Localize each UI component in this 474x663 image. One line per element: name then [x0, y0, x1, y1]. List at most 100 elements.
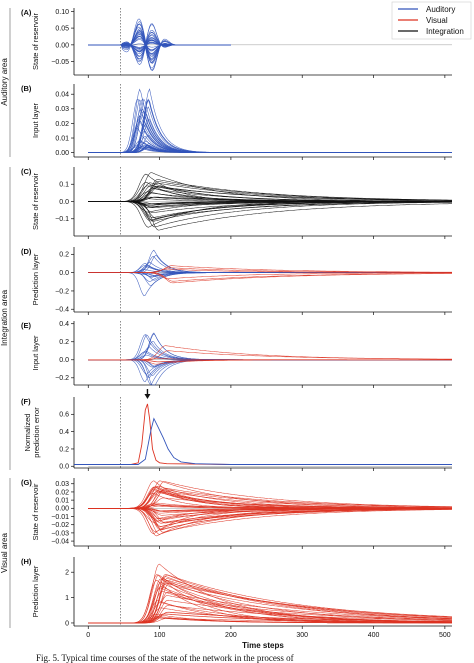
- y-tick-label: −0.4: [55, 307, 69, 314]
- series-line-integration: [88, 201, 452, 219]
- panel-f: 0.0 0.2 0.4 0.6 (F)Normalizedprediction erro…: [21, 389, 452, 471]
- y-axis-label: Input layer: [31, 335, 40, 371]
- panel-label: (B): [21, 84, 32, 93]
- y-tick-label: −0.03: [51, 530, 69, 537]
- panel-g: −0.04 −0.02 0.00 0.02 −0.03 −0.01 0.01 0.03 (G)S…: [21, 478, 453, 549]
- series-line-integration: [88, 201, 452, 205]
- panel-h: 0 1 2 0 100 200 300 400 500 Time steps (H)Predicti…: [21, 557, 453, 650]
- series-line-integration: [88, 182, 452, 202]
- panel-label: (D): [21, 247, 32, 256]
- panel-label: (A): [21, 8, 32, 17]
- series-line-integration: [88, 186, 452, 202]
- series-line-auditory: [88, 36, 231, 64]
- y-tick-label: −0.02: [51, 522, 69, 529]
- series-line-visual: [88, 587, 452, 624]
- y-tick-label: 0.01: [55, 135, 69, 142]
- x-axis-label: Time steps: [242, 641, 284, 650]
- y-tick-label: 0.03: [55, 106, 69, 113]
- y-tick-label: −0.2: [55, 288, 69, 295]
- series-line-visual: [88, 272, 452, 284]
- y-axis-label: State of reservoir: [31, 483, 40, 541]
- series-line-visual: [88, 486, 452, 509]
- y-tick-label: 0.0: [59, 357, 69, 364]
- y-tick-label: 0.10: [55, 9, 69, 16]
- y-tick-label: 0.00: [55, 150, 69, 157]
- y-tick-label: −0.01: [51, 514, 69, 521]
- series-line-visual: [88, 481, 453, 509]
- series-line-visual: [88, 508, 452, 528]
- y-tick-label: 0.05: [55, 26, 69, 33]
- panel-label: (G): [21, 478, 32, 487]
- auditory-area-label: Auditory area: [0, 58, 9, 106]
- y-tick-label: 1: [65, 595, 69, 602]
- y-tick-label: −0.04: [51, 538, 69, 545]
- series-line-integration: [88, 179, 452, 202]
- series-line-visual: [88, 574, 452, 624]
- panel-b: 0.00 0.01 0.02 0.03 0.04 (B) Input layer: [21, 84, 452, 160]
- y-tick-label: 2: [65, 570, 69, 577]
- y-axis-label: State of reservoir: [31, 172, 40, 230]
- y-tick-label: −0.1: [55, 216, 69, 223]
- series-line-visual: [88, 575, 453, 624]
- series-line-visual: [88, 613, 452, 624]
- y-tick-label: 0.02: [55, 489, 69, 496]
- series-line-visual: [88, 359, 452, 363]
- series-line-integration: [88, 201, 452, 219]
- panel-label: (F): [21, 397, 31, 406]
- series-line-visual: [88, 508, 452, 527]
- series-line-auditory: [88, 33, 231, 71]
- legend-label-auditory: Auditory: [426, 5, 455, 14]
- y-tick-label: 0.1: [59, 182, 69, 189]
- series-line-auditory: [88, 31, 231, 71]
- y-tick-label: 0.01: [55, 498, 69, 505]
- y-tick-label: 0.00: [55, 42, 69, 49]
- y-tick-label: −0.05: [51, 59, 69, 66]
- y-tick-label: 0.03: [55, 481, 69, 488]
- panel-e: −0.2 0.0 0.2 0.4 (E) Input layer: [21, 321, 452, 388]
- series-line-visual: [88, 345, 452, 361]
- y-tick-label: 0: [65, 620, 69, 627]
- y-tick-label: 0.2: [59, 252, 69, 259]
- y-tick-label: 0.0: [59, 270, 69, 277]
- x-tick-label: 400: [368, 632, 380, 639]
- x-tick-label: 300: [296, 632, 308, 639]
- panel-c: −0.1 0.0 0.1 (C)State of reservoir: [21, 167, 452, 239]
- arrow-head: [144, 394, 151, 399]
- panel-label: (C): [21, 167, 32, 176]
- x-tick-label: 500: [439, 632, 451, 639]
- series-line-auditory: [74, 417, 452, 465]
- series-line-visual: [88, 508, 452, 522]
- series-line-visual: [74, 403, 452, 465]
- series-line-auditory: [88, 332, 452, 361]
- y-axis-label: Prediction layer: [31, 565, 40, 617]
- panel-label: (H): [21, 557, 32, 566]
- y-tick-label: 0.02: [55, 121, 69, 128]
- y-tick-label: 0.4: [59, 429, 69, 436]
- y-tick-label: 0.00: [55, 506, 69, 513]
- y-axis-label: Normalizedprediction error: [23, 407, 41, 458]
- series-line-auditory: [88, 359, 452, 386]
- series-line-visual: [88, 613, 452, 624]
- series-line-visual: [88, 573, 453, 624]
- y-axis-label: Input layer: [31, 102, 40, 138]
- x-tick-label: 0: [86, 632, 90, 639]
- y-tick-label: 0.0: [59, 199, 69, 206]
- series-line-visual: [88, 586, 452, 624]
- legend: Auditory Visual Integration: [391, 1, 472, 40]
- figure-caption: Fig. 5. Typical time courses of the stat…: [36, 653, 294, 663]
- y-tick-label: −0.2: [55, 375, 69, 382]
- y-axis-label: State of reservoir: [31, 12, 40, 70]
- series-line-integration: [88, 201, 452, 222]
- panel-d: −0.4 −0.2 0.0 0.2 (D)Prediction layer: [21, 247, 452, 315]
- x-tick-label: 200: [225, 632, 237, 639]
- y-tick-label: 0.2: [59, 446, 69, 453]
- series-line-auditory: [88, 359, 452, 386]
- series-line-visual: [88, 578, 453, 624]
- y-tick-label: 0.6: [59, 412, 69, 419]
- panel-a: −0.05 0.00 0.05 0.10 (A)State of reservoir: [21, 8, 452, 78]
- y-tick-label: 0.0: [59, 464, 69, 471]
- visual-area-label: Visual area: [0, 533, 9, 573]
- series-line-integration: [88, 201, 452, 228]
- legend-label-visual: Visual: [426, 16, 448, 25]
